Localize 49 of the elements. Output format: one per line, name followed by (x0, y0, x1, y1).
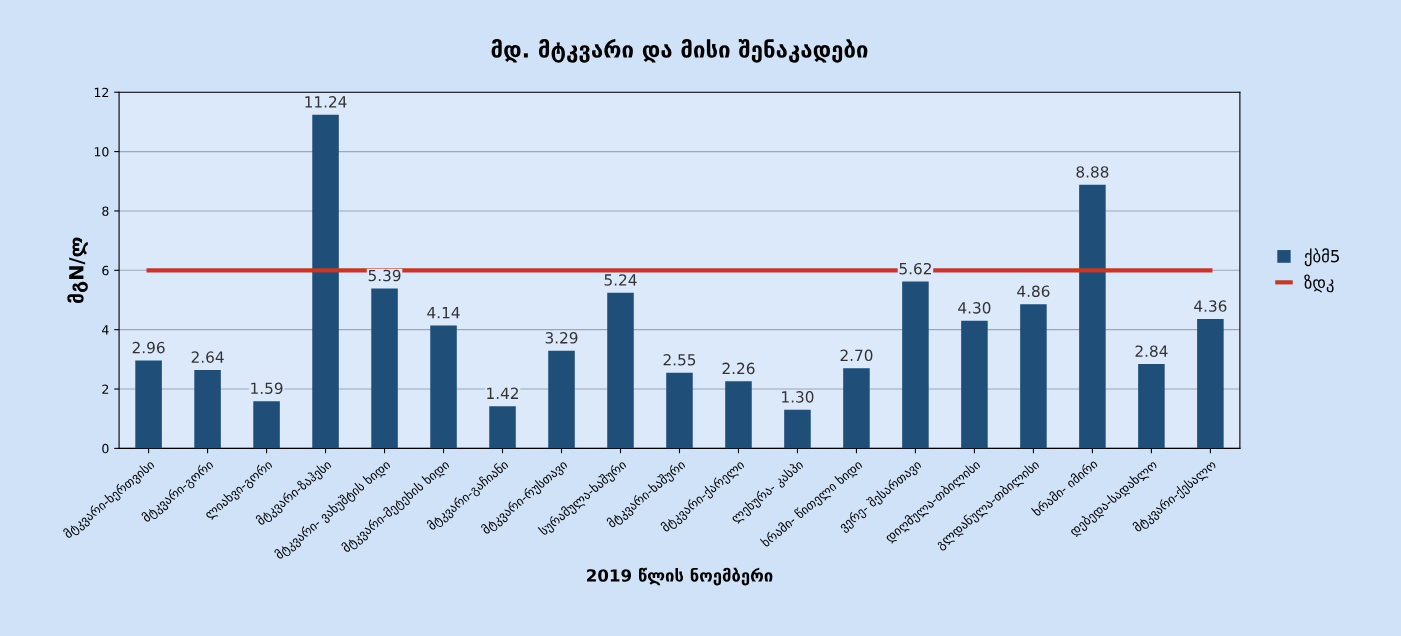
bar (430, 325, 457, 449)
data-label: 1.42 (487, 387, 518, 399)
data-label: 1.30 (782, 391, 814, 403)
y-tick-label: 0 (102, 443, 109, 454)
bar (784, 409, 811, 449)
data-label: 5.39 (368, 269, 401, 282)
bar (371, 288, 398, 449)
legend-label: ქბმ5 (1304, 248, 1339, 267)
bar (1197, 318, 1224, 449)
bar (961, 320, 988, 449)
y-tick-label: 10 (94, 147, 109, 157)
bar (312, 114, 339, 449)
data-label: 2.64 (191, 351, 224, 363)
y-tick-label: 6 (102, 265, 109, 276)
y-tick-label: 4 (102, 325, 109, 335)
bar (1020, 304, 1047, 449)
bar (725, 381, 752, 449)
data-label: 2.84 (1135, 345, 1168, 357)
data-label: 3.29 (545, 332, 578, 344)
data-label: 4.30 (958, 302, 991, 314)
legend-label: ზდკ (1304, 274, 1334, 293)
bar (1079, 184, 1106, 449)
bar (253, 401, 280, 449)
y-axis-title: მგN/ლ (67, 237, 88, 304)
data-label: 4.86 (1017, 285, 1050, 298)
bar (135, 360, 162, 449)
bar (489, 406, 516, 449)
y-tick-label: 8 (102, 206, 109, 216)
data-label: 8.88 (1076, 166, 1109, 178)
data-label: 2.70 (840, 349, 873, 362)
x-axis-title: 2019 წლის ნოემბერი (587, 567, 773, 586)
y-tick-label: 12 (94, 87, 109, 97)
bar (607, 292, 634, 449)
bar (902, 281, 929, 449)
bar (666, 372, 693, 449)
bar (843, 368, 870, 449)
data-label: 4.14 (427, 307, 460, 319)
data-label: 1.59 (251, 382, 283, 395)
data-label: 5.24 (604, 274, 637, 286)
data-label: 4.36 (1194, 300, 1227, 312)
bar (194, 370, 221, 449)
bar (1138, 364, 1165, 449)
chart-title: მდ. მტკვარი და მისი შენაკადები (491, 39, 868, 63)
data-label: 11.24 (305, 96, 347, 108)
y-tick-label: 2 (102, 384, 109, 394)
data-label: 2.26 (722, 362, 755, 375)
data-label: 2.55 (663, 354, 696, 366)
data-label: 2.96 (132, 341, 165, 354)
bar (548, 350, 575, 449)
